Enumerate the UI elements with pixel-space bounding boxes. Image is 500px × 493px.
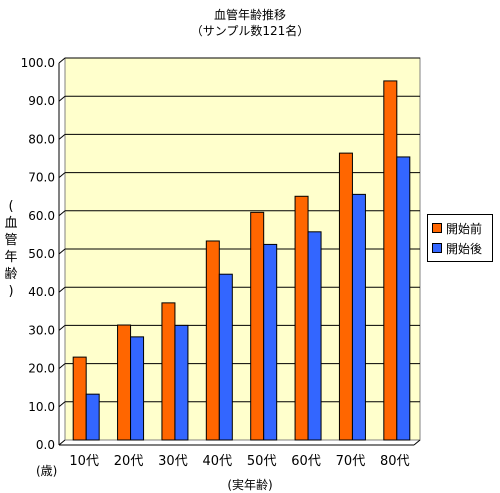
gridline-side [58,134,66,140]
bar-before [72,356,87,441]
legend-label-before: 開始前 [446,221,483,236]
bar-after [218,273,233,441]
y-tick-label: 60.0 [28,209,55,223]
bar-after [351,193,366,441]
y-tick-label: 30.0 [28,323,55,337]
x-tick-label: 50代 [247,454,277,469]
bar-after [263,243,278,441]
gridline-side [58,401,66,408]
bar-before [161,302,176,441]
x-tick-label: 60代 [291,454,321,469]
bar-after [396,156,411,441]
bar-after [174,324,189,441]
y-axis-label-char: ) [8,284,14,299]
y-axis-label-char: ( [8,199,14,214]
y-tick-label: 70.0 [28,171,55,185]
bar-before [205,240,220,441]
y-axis-label-char: 管 [4,233,18,248]
gridline-side [58,325,66,331]
gridline-side [58,172,66,178]
bar-before [250,211,265,441]
bar-before [338,152,353,441]
bar-after [307,231,322,441]
legend-swatch-before [432,223,442,233]
x-axis-unit: (歳) [36,464,58,478]
legend-item-after: 開始後 [428,238,492,258]
legend-swatch-after [432,243,442,253]
gridline-side [58,363,66,369]
chart-subtitle: （サンプル数121名） [190,24,310,38]
legend: 開始前 開始後 [427,214,493,262]
y-tick-label: 100.0 [21,56,55,70]
y-tick-label: 80.0 [28,132,55,146]
y-tick-label: 90.0 [28,94,55,108]
x-tick-label: 80代 [380,454,410,469]
gridline-side [58,248,66,255]
gridline-side [58,95,66,102]
legend-label-after: 開始後 [446,241,483,256]
x-tick-label: 20代 [114,454,144,469]
x-axis-title: (実年齢) [227,478,273,492]
bar-before [117,324,132,441]
floor-left-edge [58,439,66,446]
bar-before [383,80,398,441]
y-axis-label: ( 血 管 年 齢 ) [3,198,19,300]
gridline-side [58,286,66,293]
legend-item-before: 開始前 [428,218,492,238]
bar-after [130,336,145,441]
y-axis-label-char: 血 [4,216,18,231]
chart-title: 血管年齢推移 [213,8,286,22]
bar-before [294,195,309,441]
y-tick-label: 10.0 [28,400,55,414]
y-axis-label-char: 齢 [4,267,18,282]
y-tick-label: 40.0 [28,285,55,299]
x-tick-label: 40代 [203,454,233,469]
y-tick-label: 20.0 [28,362,55,376]
gridline-side [58,210,66,217]
y-tick-label: 50.0 [28,247,55,261]
bar-after [85,393,100,441]
gridline-side [58,57,66,64]
x-tick-label: 70代 [336,454,366,469]
y-axis-label-char: 年 [4,250,18,265]
floor-right-edge [413,439,421,446]
y-tick-label: 0.0 [36,438,55,452]
x-tick-label: 30代 [158,454,188,469]
x-tick-label: 10代 [69,454,99,469]
